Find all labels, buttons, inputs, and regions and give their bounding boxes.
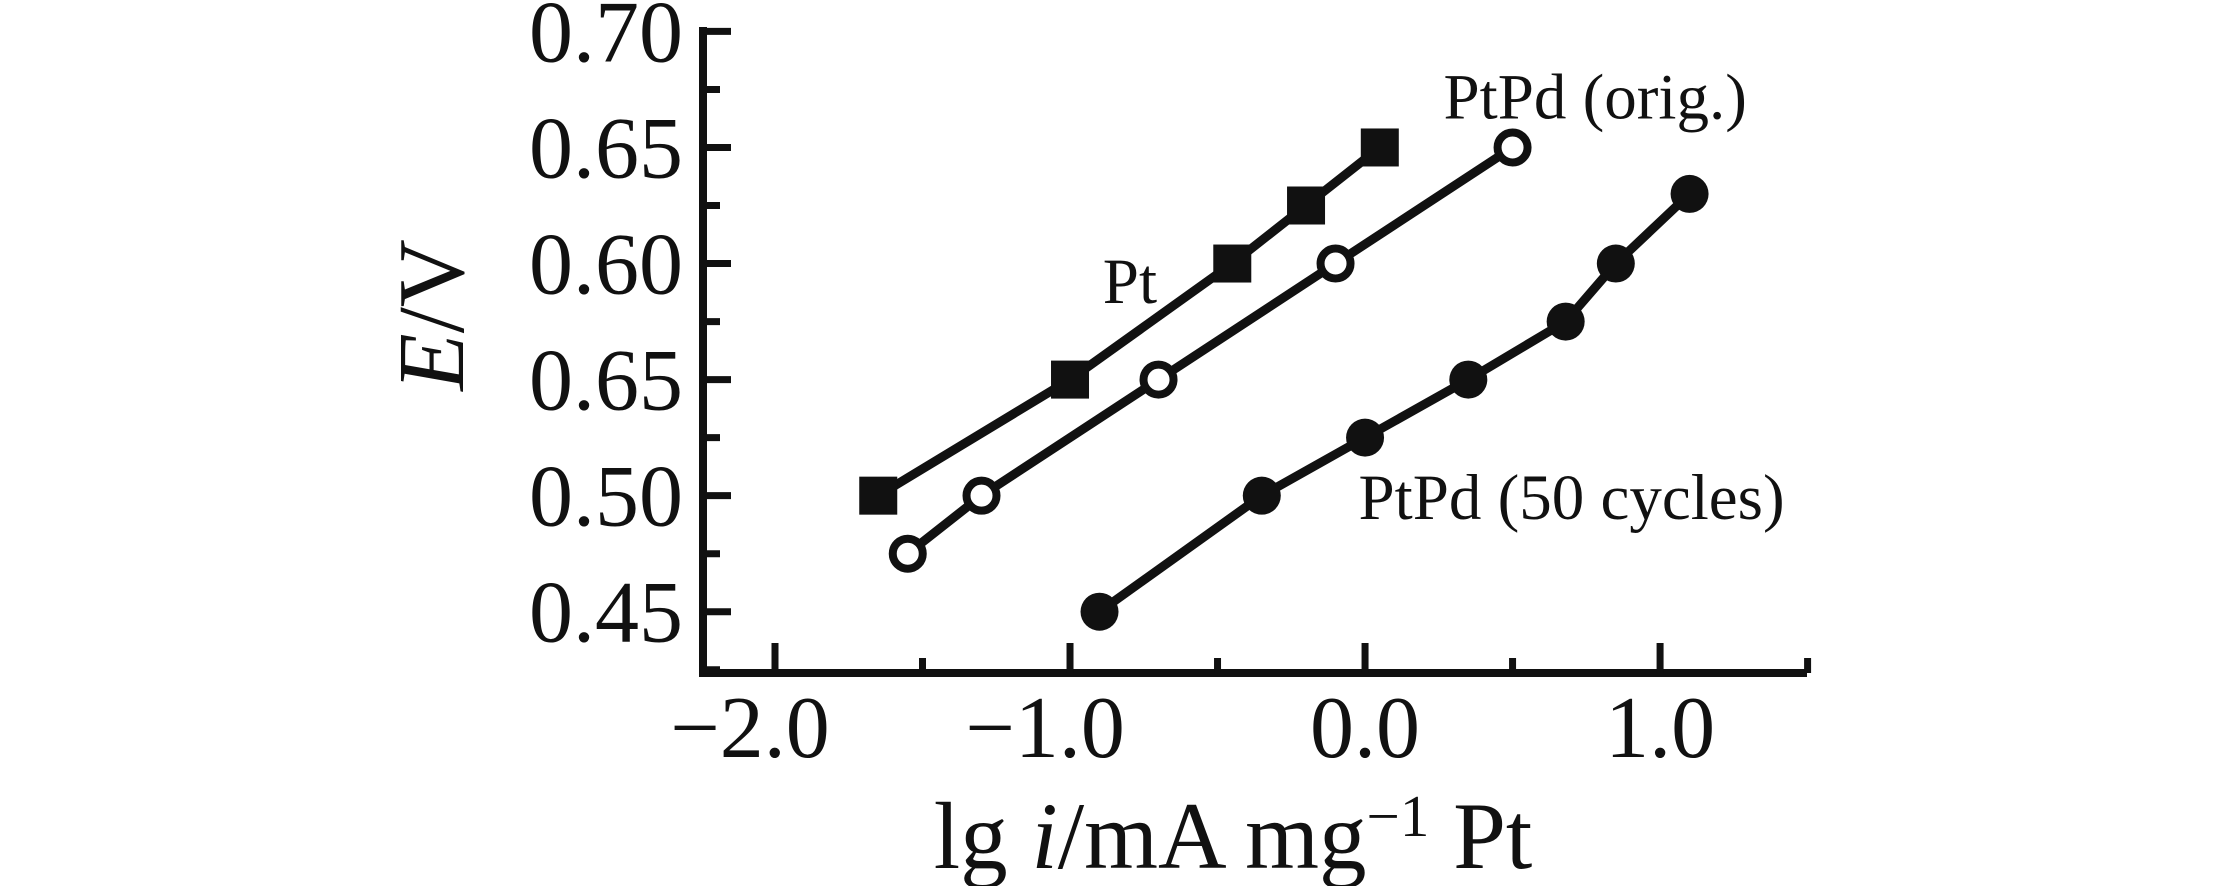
- y-tick-label: 0.60: [529, 217, 683, 314]
- open-circle-marker: [1493, 128, 1532, 167]
- x-tick-label: −1.0: [965, 680, 1125, 777]
- filled-circle-marker: [1080, 592, 1119, 631]
- y-tick-label: 0.45: [529, 565, 683, 662]
- y-tick-label: 0.65: [529, 100, 683, 197]
- series-label: PtPd (50 cycles): [1359, 462, 1785, 534]
- y-tick-label: 0.70: [529, 0, 683, 81]
- x-tick-label: 1.0: [1605, 680, 1715, 777]
- filled-circle-marker: [1670, 174, 1709, 213]
- x-tick-label: −2.0: [670, 680, 830, 777]
- y-tick-label: 0.65: [529, 333, 683, 430]
- series-label: PtPd (orig.): [1443, 61, 1746, 133]
- x-tick-label: 0.0: [1310, 680, 1420, 777]
- filled-square-marker: [1213, 244, 1252, 283]
- filled-square-marker: [1360, 128, 1399, 167]
- filled-circle-marker: [1449, 360, 1488, 399]
- filled-circle-marker: [1546, 302, 1585, 341]
- y-tick-label: 0.50: [529, 449, 683, 546]
- x-axis-title: lg i/mA mg−1 Pt: [934, 783, 1533, 886]
- filled-square-marker: [1287, 186, 1326, 225]
- filled-circle-marker: [1596, 244, 1635, 283]
- filled-square-marker: [1051, 360, 1090, 399]
- open-circle-marker: [1316, 244, 1355, 283]
- filled-square-marker: [859, 476, 898, 515]
- series-ptpd-50-cycles: [1080, 174, 1709, 631]
- y-axis-title: E/V: [380, 239, 484, 392]
- open-circle-marker: [1139, 360, 1178, 399]
- series-pt: [859, 128, 1399, 515]
- open-circle-marker: [962, 476, 1001, 515]
- filled-circle-marker: [1346, 418, 1385, 457]
- series-ptpd-orig: [888, 128, 1532, 573]
- open-circle-marker: [888, 534, 927, 573]
- filled-circle-marker: [1242, 476, 1281, 515]
- series-label: Pt: [1103, 246, 1157, 318]
